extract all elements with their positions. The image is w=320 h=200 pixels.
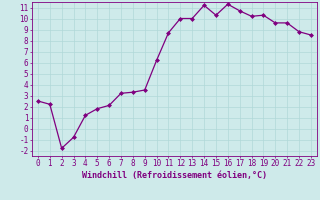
X-axis label: Windchill (Refroidissement éolien,°C): Windchill (Refroidissement éolien,°C) (82, 171, 267, 180)
